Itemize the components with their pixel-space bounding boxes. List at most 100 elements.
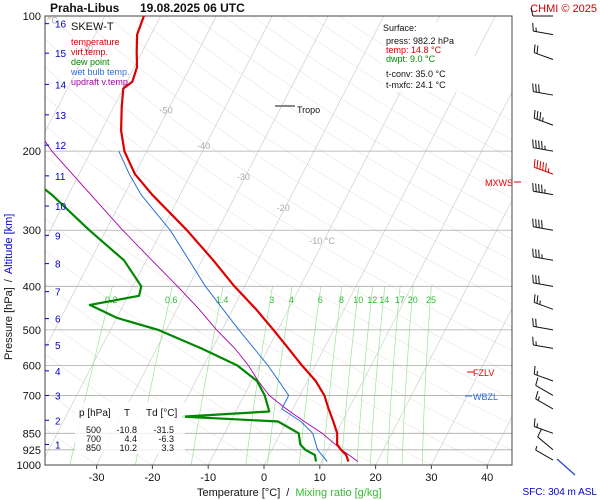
altitude-tick-label: 14 [55,80,67,91]
wind-barb-flag [532,139,534,148]
sfc-elevation-label: SFC: 304 m ASL [523,487,598,498]
altitude-tick-label: 6 [55,315,61,326]
pressure-tick-label: 925 [23,445,41,457]
wind-barb [533,294,554,310]
dry-adiabat [45,154,512,451]
wind-barb-flag [530,7,534,17]
table-row-850-p: 850 [86,443,101,453]
fzlv-label: FZLV [473,368,494,378]
wind-barb-flag [533,159,536,168]
wbzl-label: WBZL [473,392,498,402]
table-header-p: p [hPa] [79,408,111,419]
x-tick-label: 40 [481,472,493,484]
wind-barb-staff [535,385,554,396]
mixing-ratio-line [387,286,401,465]
dry-adiabat [136,16,512,261]
y-axis-title: Pressure [hPa]/Altitude [km] [3,214,15,360]
surface-wind-line [556,458,576,476]
wind-barb-staff [534,52,554,60]
mixing-ratio-label: 1.4 [216,295,229,305]
wind-barb [533,44,554,60]
wind-barb-flag [532,182,534,192]
altitude-tick-label: 4 [55,367,61,378]
isotherm-label: -40 [197,141,210,151]
wind-barb-flag [535,390,539,400]
dry-adiabat [45,185,488,465]
isotherm-label: -80 °C [32,16,58,26]
wind-barb-flag [533,110,536,119]
table-row-850-td: 3.3 [161,443,174,453]
wind-barb-flag [532,248,534,257]
wind-barb [532,336,554,349]
wind-barb-half-flag [537,396,540,401]
x-tick-label: 30 [425,472,437,484]
table-row-850-t: 10.2 [119,443,137,453]
table-row-500-t: -10.8 [116,425,137,435]
wind-barb-flag [535,377,539,386]
wind-barb-half-flag [535,445,538,451]
dry-adiabat [45,250,377,465]
wind-barb-staff [533,147,554,152]
x-tick-label: 20 [369,472,381,484]
surface-tmxfc: t-mxfc: 24.1 °C [386,80,446,90]
mixing-ratio-line [340,286,360,465]
credit-label: CHMI © 2025 [530,3,597,15]
mixing-ratio-label: 10 [353,295,363,305]
wind-barb-staff [534,301,554,310]
surface-title: Surface: [383,23,417,33]
wind-barb-flag [536,160,539,169]
isotherm-line [538,6,600,475]
wind-barb-staff [535,398,554,410]
surface-info-box [383,22,475,92]
altitude-tick-label: 12 [55,141,67,152]
mixing-ratio-line [245,286,273,465]
pressure-tick-label: 100 [23,11,41,23]
wind-barb-flag [541,220,543,229]
dry-adiabat [45,318,265,465]
table-row-500-p: 500 [86,425,101,435]
surface-temp: temp: 14.8 °C [386,45,442,55]
wind-barb-staff [534,425,554,434]
datetime-title: 19.08.2025 06 UTC [140,1,245,15]
wind-barb-staff [533,344,554,349]
pressure-axis-label: Pressure [hPa] [3,287,15,360]
wind-barb-flag [542,162,545,171]
surface-press: press: 982.2 hPa [386,36,454,46]
legend-item-temperature: temperature [71,37,120,47]
isotherm-line [96,16,329,465]
wind-barb-flag [532,218,534,227]
mxws-label: MXWS [485,178,513,188]
wind-barb [532,139,554,152]
pressure-tick-label: 700 [23,390,41,402]
wind-barb-staff [533,190,554,196]
wind-barb-flag [541,140,543,150]
pressure-tick-label: 1000 [17,460,41,472]
wind-barb-staff [533,226,554,231]
wind-barb [532,274,554,287]
pressure-tick-label: 300 [23,225,41,237]
wind-barb-flag [538,249,540,258]
pressure-axis: 100 200 300 400 500 600 700 850 925 1000 [17,11,41,472]
wind-barb [530,7,553,17]
series-wet-bulb-temp [118,150,328,462]
mixing-ratio-line [322,286,343,465]
wind-barb-flag [535,183,537,192]
isotherm-line [152,16,385,465]
table-header-t: T [124,408,130,419]
pressure-tick-label: 400 [23,281,41,293]
isotherm-line [45,16,273,458]
wind-barb-flag [538,140,540,149]
isotherm-label: -10 °C [309,236,335,246]
wind-barb-flag [533,44,536,53]
temperature-axis-label: Temperature [°C] [197,487,280,499]
dry-adiabat [45,66,512,375]
wind-barb [532,22,554,36]
altitude-tick-label: 5 [55,341,61,352]
wind-barb-flag [538,219,540,228]
dry-adiabat [45,428,98,465]
wind-barb-flag [533,418,536,427]
wind-barb-flag [538,183,540,193]
dry-adiabat [45,283,321,465]
